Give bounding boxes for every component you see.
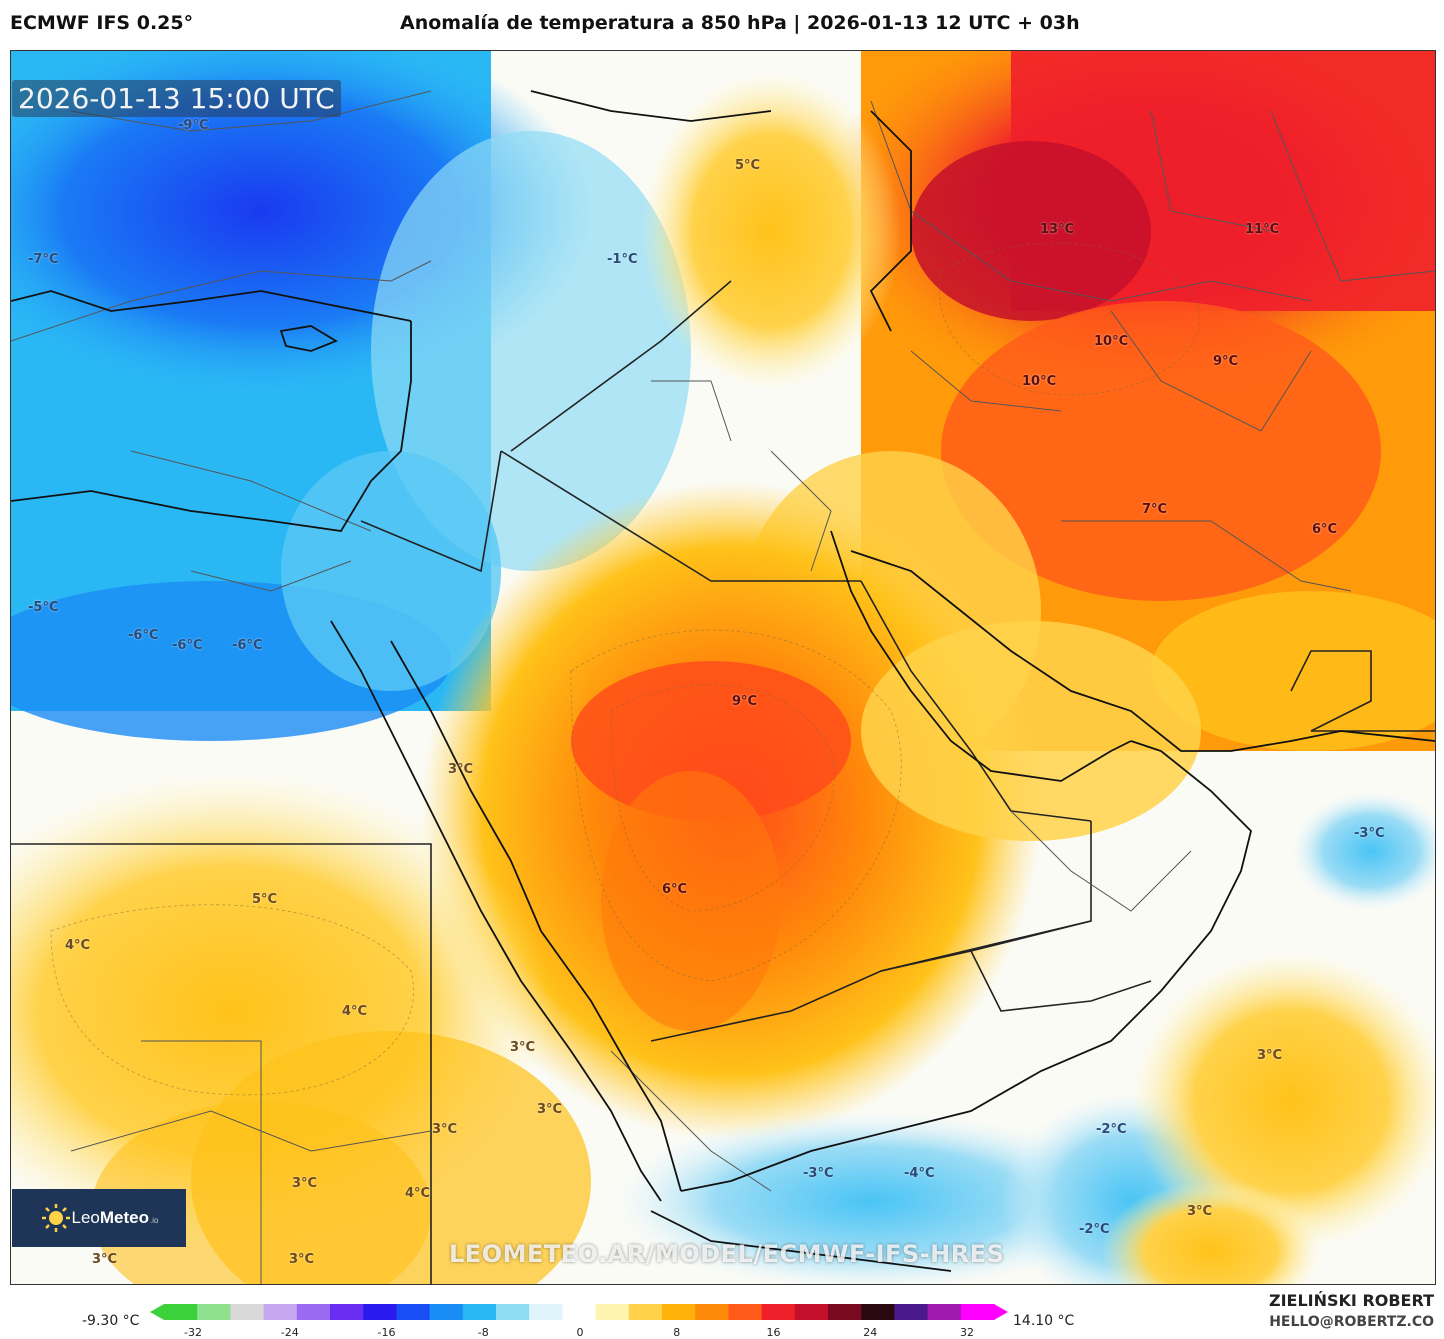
temperature-label: -1°C bbox=[607, 252, 638, 267]
temperature-label: 11°C bbox=[1245, 222, 1280, 237]
temperature-label: 5°C bbox=[252, 892, 278, 907]
colorbar-cell bbox=[197, 1304, 231, 1320]
temperature-label: 7°C bbox=[1142, 502, 1168, 517]
temperature-label: 4°C bbox=[342, 1004, 368, 1019]
map-panel[interactable] bbox=[10, 50, 1436, 1285]
colorbar-cell bbox=[496, 1304, 530, 1320]
colorbar-cell bbox=[462, 1304, 497, 1320]
colorbar-cell bbox=[230, 1304, 265, 1320]
colorbar-cell bbox=[330, 1304, 364, 1320]
colorbar-cell bbox=[164, 1304, 198, 1320]
colorbar-cell bbox=[628, 1304, 663, 1320]
colorbar-tick-label: -24 bbox=[280, 1326, 299, 1339]
colorbar-cell bbox=[794, 1304, 829, 1320]
colorbar-tick-label: -8 bbox=[477, 1326, 489, 1339]
temperature-label: 3°C bbox=[1257, 1048, 1283, 1063]
colorbar-cell bbox=[662, 1304, 696, 1320]
temperature-label: -6°C bbox=[232, 638, 263, 653]
author-credit: ZIELIŃSKI ROBERT bbox=[1268, 1291, 1434, 1310]
colorbar-cell bbox=[296, 1304, 331, 1320]
colorbar-cell bbox=[363, 1304, 397, 1320]
colorbar bbox=[150, 1304, 1008, 1320]
colorbar-cell bbox=[562, 1304, 597, 1320]
sun-icon bbox=[41, 1204, 70, 1232]
temperature-label: 3°C bbox=[537, 1102, 563, 1117]
temperature-label: 10°C bbox=[1094, 334, 1129, 349]
temperature-label: 3°C bbox=[510, 1040, 536, 1055]
colorbar-tick-label: -32 bbox=[184, 1326, 202, 1339]
temperature-label: -7°C bbox=[28, 252, 59, 267]
temperature-label: 9°C bbox=[732, 694, 758, 709]
colorbar-tick-label: 16 bbox=[766, 1326, 781, 1339]
temperature-label: 3°C bbox=[432, 1122, 458, 1137]
colorbar-cell bbox=[529, 1304, 563, 1320]
temperature-label: -4°C bbox=[904, 1166, 935, 1181]
colorbar-cell bbox=[927, 1304, 962, 1320]
colorbar-cell bbox=[695, 1304, 729, 1320]
colorbar-tick-label: 24 bbox=[863, 1326, 878, 1339]
logo-wordmark: LeoMeteo.io bbox=[72, 1208, 159, 1228]
temperature-label: 4°C bbox=[65, 938, 91, 953]
temperature-label: 4°C bbox=[405, 1186, 431, 1201]
source-watermark: LEOMETEO.AR/MODEL/ECMWF-IFS-HRES bbox=[449, 1240, 1005, 1268]
temperature-label: -6°C bbox=[128, 628, 159, 643]
colorbar-cell bbox=[728, 1304, 763, 1320]
colorbar-tick-label: -16 bbox=[377, 1326, 396, 1339]
logo-suffix: .io bbox=[150, 1216, 159, 1225]
temperature-label: 3°C bbox=[292, 1176, 318, 1191]
temperature-label: 13°C bbox=[1040, 222, 1075, 237]
colorbar-cell bbox=[429, 1304, 464, 1320]
chart-title: Anomalía de temperatura a 850 hPa | 2026… bbox=[400, 12, 1080, 34]
temperature-label: 3°C bbox=[448, 762, 474, 777]
colorbar-cell bbox=[960, 1304, 995, 1320]
temperature-label: 5°C bbox=[735, 158, 761, 173]
colorbar-cell bbox=[761, 1304, 796, 1320]
temperature-label: -6°C bbox=[172, 638, 203, 653]
temperature-label: 10°C bbox=[1022, 374, 1057, 389]
model-title: ECMWF IFS 0.25° bbox=[10, 12, 194, 34]
temperature-label: -5°C bbox=[28, 600, 59, 615]
colorbar-tick-label: 32 bbox=[960, 1326, 974, 1339]
anomaly-map bbox=[11, 51, 1435, 1284]
legend-max-value: 14.10 °C bbox=[1013, 1313, 1075, 1329]
temperature-label: 3°C bbox=[92, 1252, 118, 1267]
temperature-label: -3°C bbox=[1354, 826, 1385, 841]
colorbar-cell bbox=[396, 1304, 431, 1320]
colorbar-cell bbox=[828, 1304, 862, 1320]
temperature-label: 3°C bbox=[289, 1252, 315, 1267]
colorbar-min-arrow bbox=[150, 1304, 164, 1320]
temperature-label: 3°C bbox=[1187, 1204, 1213, 1219]
colorbar-cell bbox=[894, 1304, 929, 1320]
colorbar-cell bbox=[595, 1304, 630, 1320]
temperature-label: 9°C bbox=[1213, 354, 1239, 369]
temperature-label: 6°C bbox=[662, 882, 688, 897]
temperature-label: 6°C bbox=[1312, 522, 1338, 537]
logo-brand-light: Leo bbox=[71, 1208, 100, 1227]
colorbar-tick-label: 0 bbox=[576, 1326, 584, 1339]
colorbar-max-arrow bbox=[994, 1304, 1008, 1320]
temperature-label: -2°C bbox=[1079, 1222, 1110, 1237]
temperature-label: -3°C bbox=[803, 1166, 834, 1181]
logo-brand-bold: Meteo bbox=[99, 1208, 150, 1227]
colorbar-tick-label: 8 bbox=[673, 1326, 681, 1339]
legend-min-value: -9.30 °C bbox=[82, 1313, 140, 1329]
temperature-label: -9°C bbox=[178, 118, 209, 133]
author-email[interactable]: HELLO@ROBERTZ.CO bbox=[1269, 1314, 1434, 1330]
temperature-label: -2°C bbox=[1096, 1122, 1127, 1137]
colorbar-cell bbox=[861, 1304, 895, 1320]
leometeo-logo[interactable]: LeoMeteo.io bbox=[12, 1189, 186, 1247]
colorbar-cell bbox=[263, 1304, 298, 1320]
valid-time-label: 2026-01-13 15:00 UTC bbox=[12, 80, 341, 117]
